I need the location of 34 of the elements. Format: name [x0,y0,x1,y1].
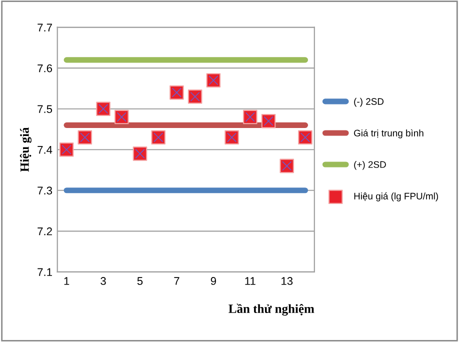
x-tick-label: 7 [174,277,180,285]
point [132,146,148,161]
x-tick-label: 1 [64,277,70,285]
x-tick-label: 11 [245,277,256,285]
y-axis-title: Hiệu giá [20,127,32,172]
point [96,102,110,116]
point [298,130,312,145]
point [206,73,221,88]
y-tick-label: 7.7 [38,24,52,32]
x-tick-label: 3 [100,277,106,285]
legend-label: (+) 2SD [354,160,386,170]
point [243,110,258,124]
y-tick-label: 7.4 [38,146,52,154]
point [170,85,184,100]
legend-label: Hiệu giá (lg FPU/ml) [354,192,438,202]
y-tick-label: 7.1 [38,268,52,276]
x-tick-label: 9 [210,277,216,285]
point [78,130,92,145]
y-tick-label: 7.5 [38,105,52,114]
point [59,142,74,157]
x-tick-label: 5 [137,277,143,285]
point [114,110,129,124]
x-tick-label: 13 [282,277,293,285]
point [224,130,239,145]
legend-label: Giá trị trung bình [354,129,424,138]
y-tick-label: 7.6 [38,64,52,72]
x-axis-title: Lần thử nghiệm [228,304,314,316]
y-tick-label: 7.3 [38,186,52,195]
point [188,90,202,104]
point [151,130,166,145]
point [280,158,294,174]
y-tick-label: 7.2 [38,227,52,236]
point [261,114,276,128]
legend-label: (-) 2SD [354,98,384,107]
